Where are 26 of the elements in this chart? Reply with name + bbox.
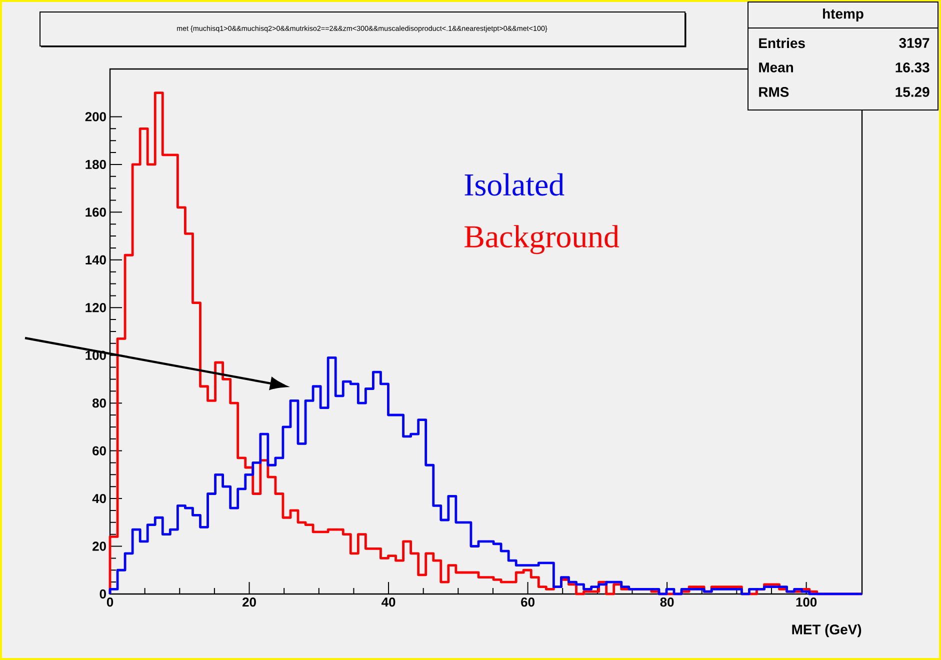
x-tick-label: 40 (382, 598, 396, 607)
text: htemp (823, 8, 864, 22)
annotation: Mean (759, 62, 793, 72)
text: Isolated (464, 173, 564, 196)
y-tick-label: 140 (86, 255, 106, 264)
x-tick-label: 0 (106, 598, 114, 607)
x-tick-label: 20 (242, 598, 256, 607)
y-tick-label: 20 (92, 542, 106, 551)
text: 16.33 (896, 62, 930, 72)
y-tick-label: 0 (100, 589, 106, 599)
x-tick-label: 60 (521, 598, 534, 607)
y-tick-label: 160 (86, 208, 106, 217)
y-tick-label: 200 (85, 112, 106, 122)
x-tick-label: 80 (660, 598, 674, 607)
x-tick-label: 100 (796, 598, 817, 607)
x-axis-title: MET (GeV) (792, 624, 862, 638)
text: 3197 (899, 38, 930, 48)
y-tick-label: 80 (92, 398, 106, 408)
text: Entries (759, 38, 805, 48)
y-tick-label: 120 (86, 303, 106, 312)
text: 15.29 (896, 87, 930, 97)
text: Background (464, 225, 620, 254)
y-tick-label: 40 (92, 494, 106, 504)
annotation: RMS (759, 87, 789, 97)
y-tick-label: 60 (92, 446, 106, 456)
y-tick-label: 180 (86, 160, 106, 170)
